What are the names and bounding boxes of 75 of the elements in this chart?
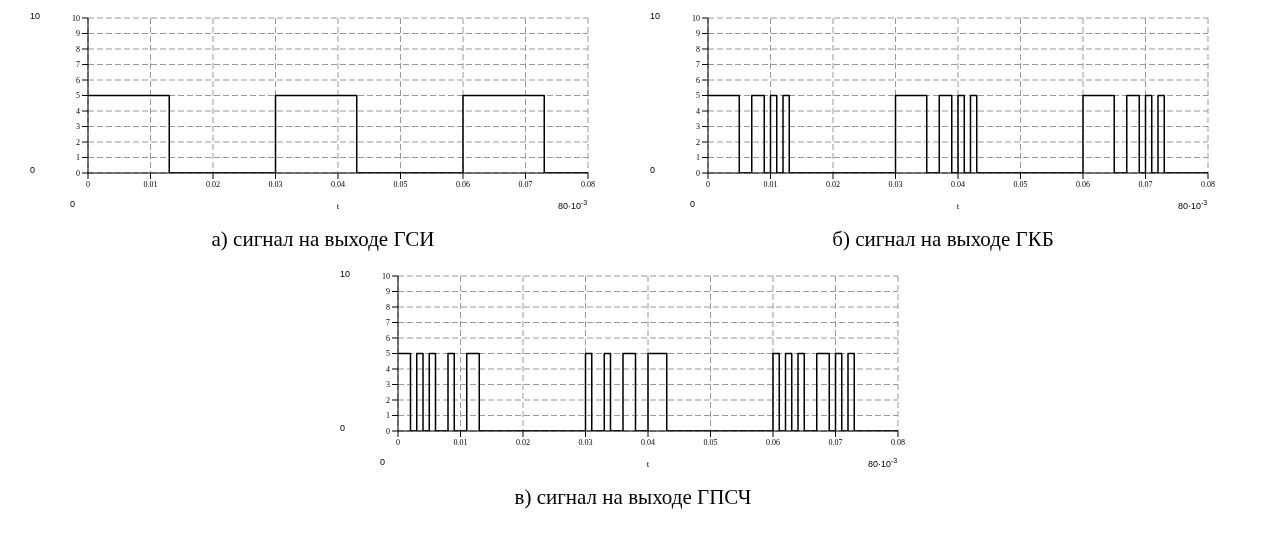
text: в) сигнал на выходе ГПСЧ [513,485,753,510]
y-tick-label: 4 [76,106,80,116]
x-tick-label: 0.07 [1138,179,1153,189]
x-tick-label: 0.02 [206,179,220,189]
y-tick-label: 10 [72,13,80,23]
x-tick-label: 0.06 [766,437,780,447]
x-tick-label: 0.03 [888,179,903,189]
y-tick-label: 10 [382,271,390,281]
x-tick-label: 0.04 [951,179,965,189]
y-tick-label: 3 [386,380,390,390]
x-tick-label: 0.01 [763,179,778,189]
y-tick-label: 9 [76,29,80,39]
text: 10 [30,11,41,21]
y-tick-label: 3 [76,122,80,132]
x-tick-label: 0.07 [828,437,843,447]
x-tick-label: 0.06 [1076,179,1090,189]
y-tick-label: 1 [696,153,700,163]
y-tick-label: 0 [76,168,80,178]
text: б) сигнал на выходе ГКБ [831,227,1055,252]
text: 0 [340,423,346,433]
x-tick-label: 0.08 [581,179,595,189]
x-tick-label: 0.04 [641,437,655,447]
y-tick-label: 6 [696,75,700,85]
x-tick-label: 0 [86,179,90,189]
x-axis-title: t [646,459,650,469]
y-tick-label: 4 [386,364,390,374]
text: 80·10$^{-3}$ [1178,199,1208,211]
y-tick-label: 0 [386,426,390,436]
text: 10 [650,11,661,21]
x-tick-label: 0.01 [143,179,158,189]
y-tick-label: 5 [696,91,700,101]
text: а) сигнал на выходе ГСИ [210,227,436,252]
y-tick-label: 8 [696,44,700,54]
x-tick-label: 0.02 [516,437,530,447]
x-tick-label: 0.06 [456,179,470,189]
y-tick-label: 6 [76,75,80,85]
x-axis-title: t [336,201,340,211]
y-tick-label: 8 [76,44,80,54]
x-tick-label: 0.03 [578,437,593,447]
x-tick-label: 0.01 [453,437,468,447]
x-tick-label: 0.04 [331,179,345,189]
y-tick-label: 3 [696,122,700,132]
x-tick-label: 0.08 [891,437,905,447]
text: 80·10$^{-3}$ [558,199,588,211]
x-tick-label: 0.05 [703,437,718,447]
x-tick-label: 0.08 [1201,179,1215,189]
y-tick-label: 9 [386,287,390,297]
text: 80·10$^{-3}$ [868,457,898,469]
x-tick-label: 0 [706,179,710,189]
y-tick-label: 4 [696,106,700,116]
y-tick-label: 5 [386,349,390,359]
x-tick-label: 0 [396,437,400,447]
y-tick-label: 7 [696,60,700,70]
text: 10 [340,269,351,279]
y-tick-label: 2 [386,395,390,405]
text: 0 [30,165,36,175]
y-tick-label: 1 [386,411,390,421]
text: 0 [650,165,656,175]
y-tick-label: 7 [76,60,80,70]
y-tick-label: 1 [76,153,80,163]
x-tick-label: 0.05 [393,179,408,189]
x-tick-label: 0.05 [1013,179,1028,189]
y-tick-label: 2 [76,137,80,147]
y-tick-label: 6 [386,333,390,343]
x-axis-title: t [956,201,960,211]
y-tick-label: 10 [692,13,700,23]
x-tick-label: 0.07 [518,179,533,189]
x-tick-label: 0.02 [826,179,840,189]
y-tick-label: 5 [76,91,80,101]
y-tick-label: 9 [696,29,700,39]
y-tick-label: 2 [696,137,700,147]
y-tick-label: 7 [386,318,390,328]
y-tick-label: 8 [386,302,390,312]
y-tick-label: 0 [696,168,700,178]
x-tick-label: 0.03 [268,179,283,189]
